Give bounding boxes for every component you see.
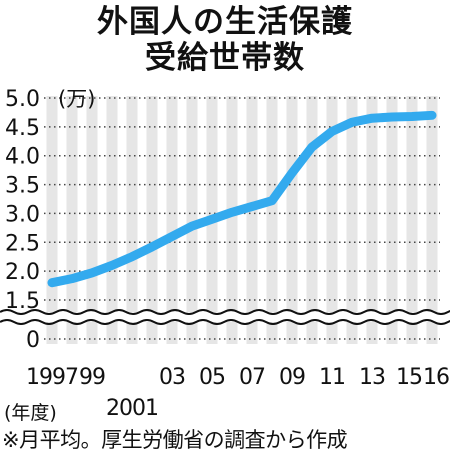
y-axis-tick-labels: 5.0 4.5 4.0 3.5 3.0 2.5 2.0 1.5 0 — [5, 87, 40, 353]
year-stripe — [427, 96, 438, 344]
x-tick-label: 09 — [279, 365, 305, 390]
y-tick-label: 3.0 — [5, 202, 40, 227]
x-tick-label: 05 — [199, 365, 225, 390]
year-stripe — [67, 96, 78, 344]
year-stripe — [307, 96, 318, 344]
year-stripe — [47, 96, 58, 344]
x-tick-label: 15 — [396, 365, 422, 390]
y-tick-label: 3.5 — [5, 174, 40, 199]
year-stripe — [387, 96, 398, 344]
year-stripe — [407, 96, 418, 344]
x-tick-label: 16 — [423, 365, 449, 390]
year-stripe — [127, 96, 138, 344]
x-tick-label: 1997 — [26, 365, 78, 390]
gridlines — [44, 98, 440, 339]
year-stripe — [167, 96, 178, 344]
year-stripe — [147, 96, 158, 344]
year-stripe — [107, 96, 118, 344]
x-tick-label: 99 — [79, 365, 105, 390]
x-tick-label: 13 — [359, 365, 385, 390]
year-stripe — [267, 96, 278, 344]
year-stripe — [287, 96, 298, 344]
y-axis-unit-label: (万) — [58, 87, 95, 111]
x-tick-label: 07 — [239, 365, 265, 390]
y-tick-label: 4.0 — [5, 145, 40, 170]
year-stripe — [227, 96, 238, 344]
y-tick-label: 5.0 — [5, 87, 40, 112]
x-tick-label: 2001 — [106, 396, 158, 421]
year-stripe — [347, 96, 358, 344]
year-stripe — [367, 96, 378, 344]
year-stripe — [247, 96, 258, 344]
x-tick-label: 03 — [159, 365, 185, 390]
x-axis-unit-label: (年度) — [4, 398, 57, 425]
axis-break — [0, 310, 450, 324]
y-tick-label: 4.5 — [5, 116, 40, 141]
year-stripe — [187, 96, 198, 344]
y-tick-label: 2.0 — [5, 260, 40, 285]
year-stripe — [87, 96, 98, 344]
x-tick-label: 11 — [319, 365, 345, 390]
y-tick-label: 1.5 — [5, 289, 40, 314]
y-tick-label: 2.5 — [5, 231, 40, 256]
year-stripes — [47, 96, 438, 344]
y-tick-label: 0 — [26, 328, 40, 353]
